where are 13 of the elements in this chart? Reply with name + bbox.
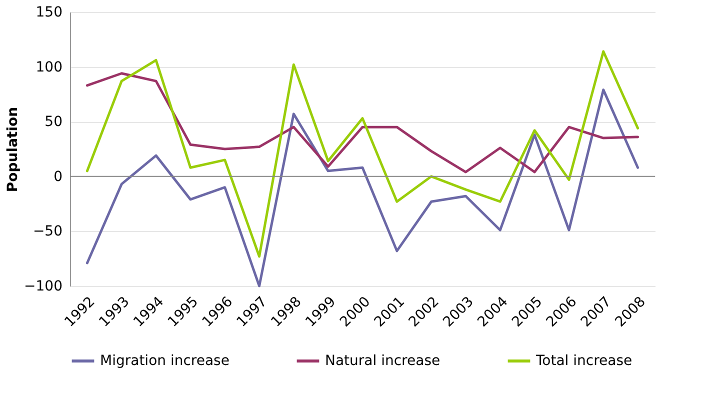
line-series [86,72,640,174]
y-tick-label: 150 [36,4,62,20]
y-axis-title: Population [5,106,22,192]
legend-label: Migration increase [100,353,230,369]
y-tick-label: 100 [36,59,62,76]
legend-label: Total increase [535,353,632,369]
y-tick-label: −100 [24,278,62,294]
y-tick-label: −50 [32,224,62,240]
legend-label: Natural increase [325,353,440,369]
y-tick-label: 0 [54,168,62,185]
line-series [86,50,640,258]
y-tick-label: 50 [44,114,62,130]
line-series [86,88,640,288]
